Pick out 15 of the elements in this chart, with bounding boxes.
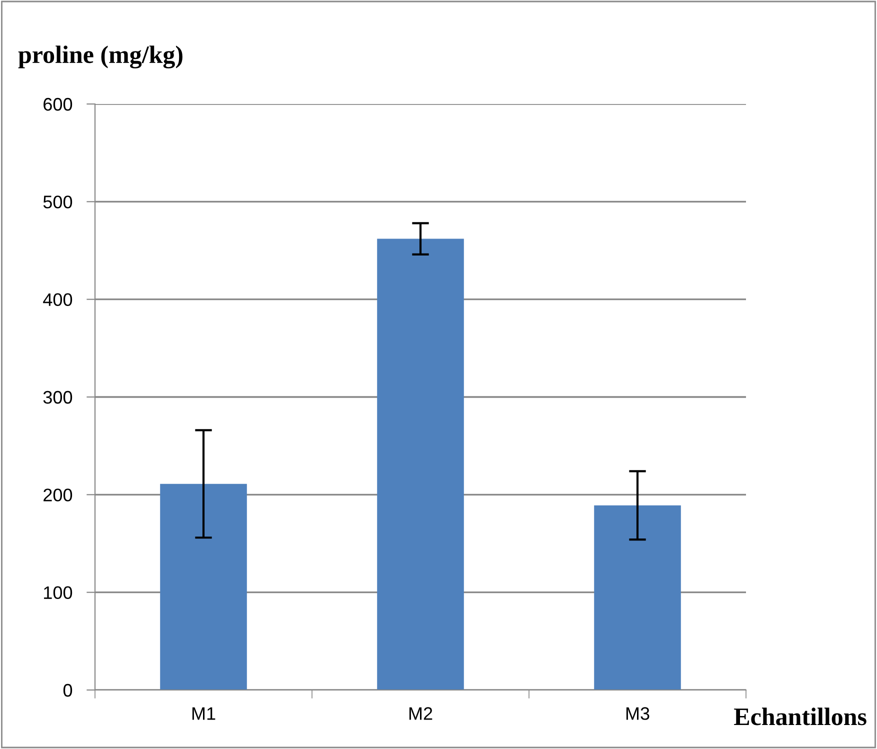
y-axis-title: proline (mg/kg): [18, 46, 182, 68]
y-tick-label: 600: [44, 98, 72, 111]
x-tick-label: M1: [192, 707, 216, 720]
y-tick-label: 300: [43, 390, 72, 404]
y-tick-label: 500: [43, 196, 72, 208]
bar: [594, 505, 681, 690]
x-tick-label: M2: [409, 707, 432, 720]
y-tick-label: 200: [44, 488, 72, 502]
x-tick-label: M3: [626, 707, 650, 720]
y-tick-label: 100: [44, 586, 72, 600]
y-tick-label: 400: [43, 293, 72, 306]
bar: [377, 238, 464, 690]
x-axis-title: Echantillons: [734, 708, 866, 726]
y-tick-label: 0: [63, 684, 72, 697]
bar: [160, 484, 247, 690]
